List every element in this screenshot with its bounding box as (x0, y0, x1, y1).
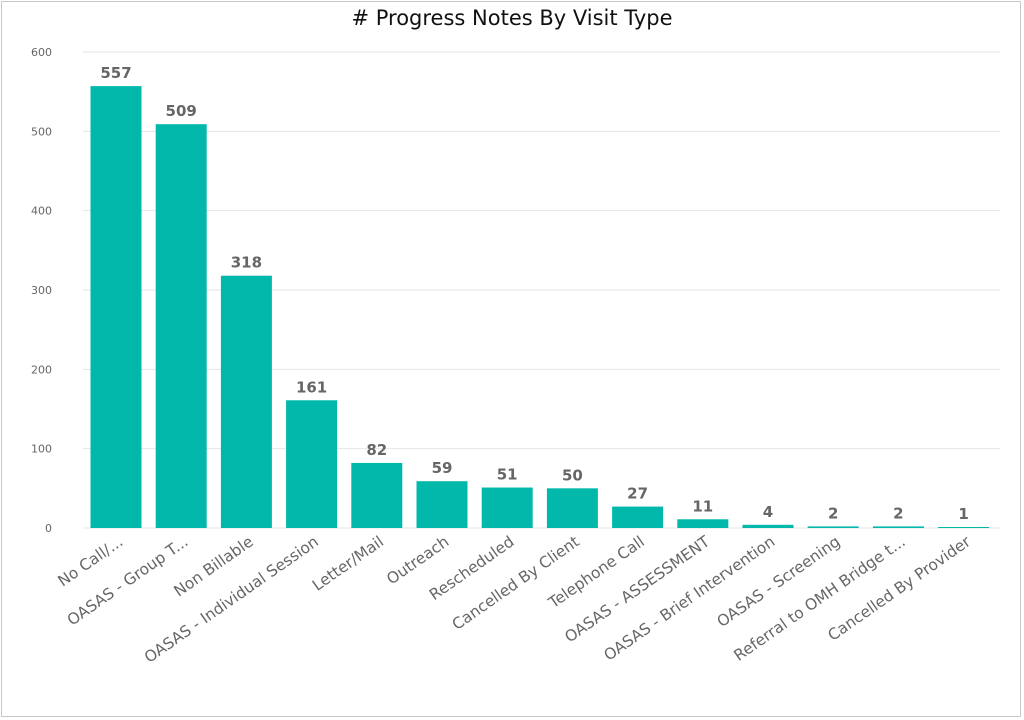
data-label: 2 (893, 504, 903, 522)
data-label: 50 (562, 466, 583, 484)
x-tick-label: OASAS - Group T... (64, 533, 192, 630)
data-label: 27 (627, 485, 648, 503)
data-label: 11 (692, 497, 713, 515)
y-tick-label: 100 (31, 443, 52, 456)
y-axis-ticks: 0 100 200 300 400 500 600 (31, 46, 52, 535)
chart-title: # Progress Notes By Visit Type (351, 6, 673, 30)
bar[interactable] (872, 526, 924, 528)
x-axis-ticks: No Call/...OASAS - Group T...Non Billabl… (55, 532, 975, 666)
bar[interactable] (677, 519, 729, 528)
data-label: 318 (231, 254, 262, 272)
x-tick-label: Letter/Mail (309, 533, 387, 595)
data-label: 2 (828, 504, 838, 522)
data-label: 509 (166, 102, 197, 120)
bar[interactable] (481, 487, 533, 528)
data-labels: 557 509 318 161 82 59 51 50 27 11 4 2 2 1 (100, 64, 968, 523)
bar[interactable] (90, 86, 142, 528)
data-label: 557 (100, 64, 131, 82)
y-tick-label: 300 (31, 284, 52, 297)
y-tick-label: 200 (31, 363, 52, 376)
data-label: 161 (296, 378, 327, 396)
bar[interactable] (742, 524, 794, 528)
bar[interactable] (351, 462, 403, 528)
bar[interactable] (286, 400, 338, 528)
data-label: 59 (432, 459, 453, 477)
data-label: 51 (497, 466, 518, 484)
y-tick-label: 500 (31, 125, 52, 138)
bar[interactable] (416, 481, 468, 528)
bar[interactable] (220, 275, 272, 528)
bar[interactable] (546, 488, 598, 528)
data-label: 82 (366, 441, 387, 459)
bars (90, 86, 990, 529)
y-tick-label: 400 (31, 205, 52, 218)
bar[interactable] (155, 124, 207, 529)
data-label: 1 (958, 505, 968, 523)
bar[interactable] (938, 527, 990, 528)
grid-lines (83, 51, 1000, 529)
data-label: 4 (763, 503, 773, 521)
bar[interactable] (612, 506, 664, 528)
y-tick-label: 0 (45, 522, 52, 535)
bar[interactable] (807, 526, 859, 528)
y-tick-label: 600 (31, 46, 52, 59)
